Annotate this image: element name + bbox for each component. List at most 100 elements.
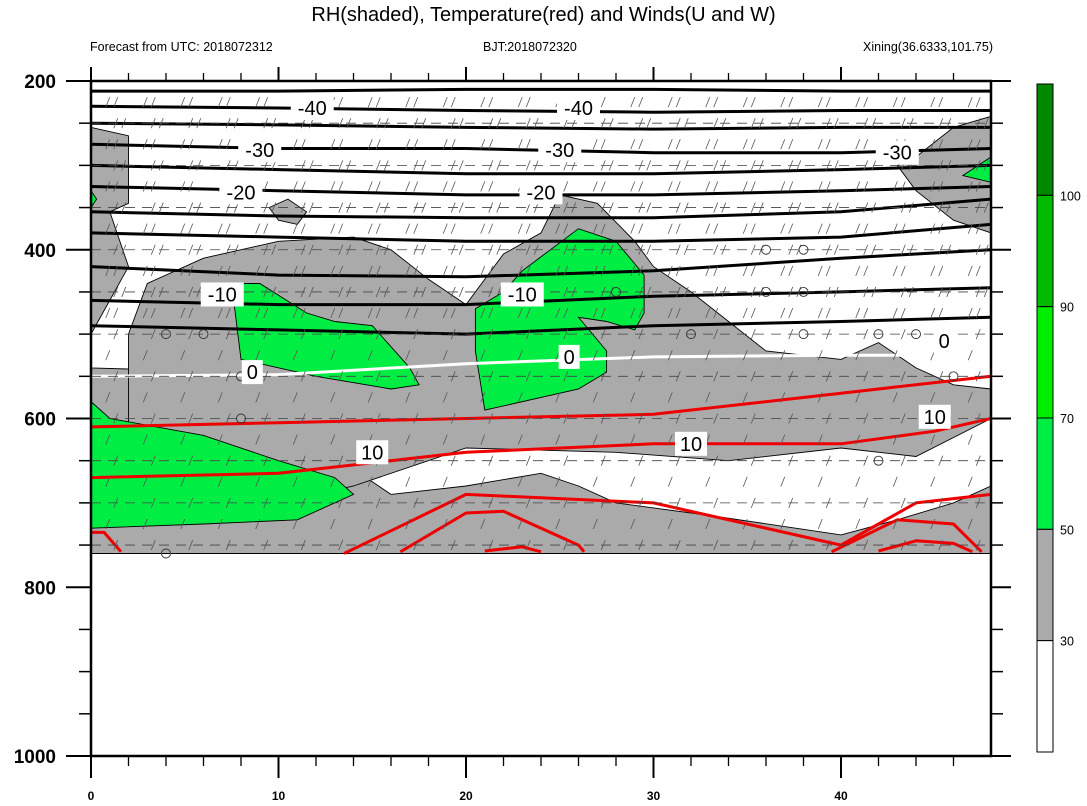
wind-barb: [742, 307, 748, 319]
wind-barb: [713, 307, 719, 319]
wind-barb: [375, 181, 381, 192]
wind-barb: [338, 96, 344, 108]
wind-barb: [330, 223, 336, 234]
wind-barb: [180, 223, 186, 234]
wind-barb: [825, 371, 831, 382]
wind-barb: [600, 223, 606, 234]
wind-barb: [608, 160, 614, 171]
contour-label-bg: [933, 328, 955, 353]
wind-barb: [667, 139, 673, 150]
wind-barb: [592, 434, 598, 445]
wind-barb: [863, 455, 869, 466]
wind-barb: [667, 223, 673, 234]
wind-barb: [142, 223, 148, 234]
colorbar-label: 70: [1060, 412, 1074, 426]
wind-barb: [338, 413, 344, 424]
wind-barb: [750, 286, 756, 298]
x-tick-label: 20: [459, 789, 473, 803]
wind-barb: [667, 96, 673, 108]
wind-barb: [271, 286, 277, 298]
wind-barb: [158, 118, 164, 129]
wind-barb: [233, 118, 239, 129]
wind-barb: [630, 434, 636, 445]
wind-barb: [300, 286, 306, 298]
wind-barb: [450, 202, 456, 213]
wind-barb: [113, 118, 119, 129]
contour-label: -20: [527, 182, 556, 204]
wind-barb: [825, 96, 831, 108]
wind-barb: [517, 223, 523, 234]
wind-barb: [458, 244, 464, 255]
wind-barb: [855, 223, 861, 234]
wind-barb: [113, 223, 119, 234]
wind-barb: [525, 118, 531, 129]
wind-barb: [375, 244, 381, 255]
wind-barb: [308, 286, 314, 298]
wind-barb: [750, 139, 756, 150]
wind-barb: [338, 539, 344, 551]
wind-barb: [788, 497, 794, 509]
calm-wind-circle: [686, 329, 696, 340]
y-tick-label: 800: [24, 578, 56, 599]
wind-barb: [271, 244, 277, 255]
wind-barb: [375, 265, 381, 276]
wind-barb: [780, 307, 786, 319]
wind-barb: [330, 307, 336, 319]
wind-barb: [975, 371, 981, 382]
wind-barb: [983, 244, 989, 255]
wind-barb: [638, 455, 644, 466]
wind-barb: [338, 497, 344, 509]
wind-barb: [967, 518, 973, 530]
wind-barb: [367, 392, 373, 403]
wind-barb: [780, 265, 786, 276]
wind-barb: [488, 286, 494, 298]
wind-barb: [892, 392, 898, 403]
wind-barb: [263, 96, 269, 108]
wind-barb: [571, 202, 577, 213]
chart-title: RH(shaded), Temperature(red) and Winds(U…: [311, 4, 776, 26]
wind-barb: [255, 392, 261, 403]
wind-barb: [817, 434, 823, 445]
wind-barb: [817, 518, 823, 530]
wind-barb: [413, 328, 419, 340]
wind-barb: [863, 413, 869, 424]
wind-barb: [480, 518, 486, 530]
wind-barb: [750, 202, 756, 213]
wind-barb: [630, 223, 636, 234]
wind-barb: [188, 371, 194, 382]
wind-barb: [630, 307, 636, 319]
wind-barb: [421, 202, 427, 213]
wind-barb: [871, 160, 877, 171]
wind-barb: [383, 160, 389, 171]
wind-barb: [825, 455, 831, 466]
wind-barb: [442, 139, 448, 150]
wind-barb: [450, 244, 456, 255]
wind-barb: [863, 497, 869, 509]
wind-barb: [938, 371, 944, 382]
wind-barb: [367, 223, 373, 234]
wind-barb: [255, 476, 261, 487]
wind-barb: [638, 328, 644, 340]
wind-barb: [675, 455, 681, 466]
wind-barb: [788, 96, 794, 108]
calm-wind-circle: [911, 329, 921, 340]
wind-barb: [975, 96, 981, 108]
contour-label-bg: [500, 282, 544, 307]
wind-barb: [255, 350, 261, 361]
wind-barb: [630, 392, 636, 403]
wind-barb: [300, 202, 306, 213]
wind-barb: [563, 307, 569, 319]
wind-barb: [863, 328, 869, 340]
wind-barb: [638, 139, 644, 150]
wind-barb: [750, 118, 756, 129]
wind-barb: [675, 223, 681, 234]
wind-barb: [517, 96, 523, 108]
wind-barb: [938, 160, 944, 171]
wind-barb: [480, 392, 486, 403]
contour-label-bg: [356, 440, 389, 465]
wind-barb: [967, 350, 973, 361]
wind-barb: [496, 286, 502, 298]
calm-wind-circle: [873, 329, 884, 340]
wind-barb: [667, 265, 673, 276]
wind-barb: [833, 118, 839, 129]
